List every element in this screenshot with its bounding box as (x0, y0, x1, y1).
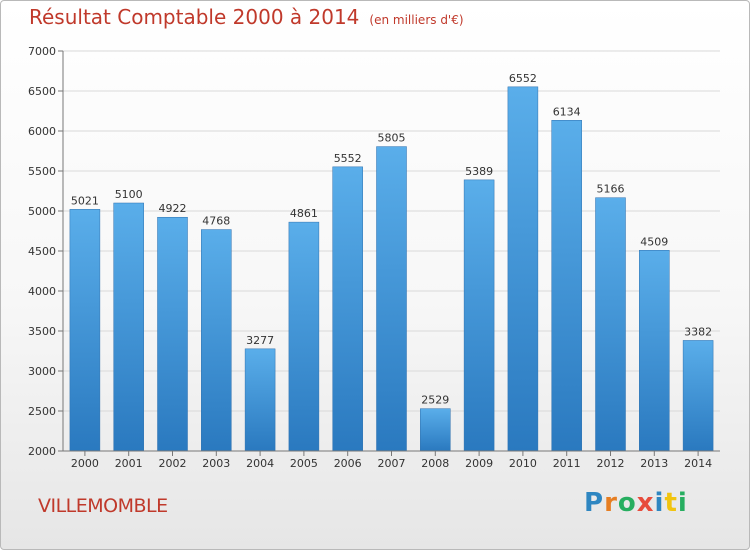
bar-2009 (463, 179, 495, 452)
data-label-2007: 5805 (378, 132, 406, 145)
bar-2006 (332, 166, 363, 452)
y-tick-label: 2000 (28, 445, 56, 458)
bar-2007 (376, 146, 407, 452)
x-tick-label: 2007 (378, 457, 406, 470)
x-tick-label: 2006 (334, 457, 362, 470)
logo-letter: o (617, 488, 637, 518)
x-tick-label: 2005 (290, 457, 318, 470)
bar-2002 (157, 216, 188, 452)
bar-2012 (595, 197, 626, 452)
y-tick-label: 3500 (28, 325, 56, 338)
y-tick-label: 6000 (28, 125, 56, 138)
x-tick-label: 2011 (553, 457, 581, 470)
bar-2014 (682, 340, 714, 452)
data-label-2006: 5552 (334, 152, 362, 165)
title-row: Résultat Comptable 2000 à 2014 (en millie… (29, 5, 464, 29)
data-label-2014: 3382 (684, 325, 712, 338)
y-tick-label: 7000 (28, 45, 56, 58)
y-tick-label: 5500 (28, 165, 56, 178)
bar-2013 (639, 250, 670, 452)
y-tick-label: 2500 (28, 405, 56, 418)
x-tick-label: 2003 (202, 457, 230, 470)
data-label-2001: 5100 (115, 188, 143, 201)
y-tick-label: 6500 (28, 85, 56, 98)
y-tick-label: 5000 (28, 205, 56, 218)
x-tick-label: 2004 (246, 457, 274, 470)
x-tick-label: 2009 (465, 457, 493, 470)
x-tick-label: 2001 (115, 457, 143, 470)
bar-2000 (69, 209, 101, 452)
data-label-2004: 3277 (246, 334, 274, 347)
x-tick-label: 2002 (159, 457, 187, 470)
x-tick-label: 2013 (640, 457, 668, 470)
data-label-2005: 4861 (290, 207, 318, 220)
bar-2005 (288, 221, 320, 452)
bar-2003 (201, 229, 232, 452)
data-label-2000: 5021 (71, 194, 99, 207)
data-label-2012: 5166 (597, 183, 625, 196)
bar-layer: 5021 5100 4922 4768 3277 4861 5552 5805 2529 5389… (69, 72, 714, 452)
data-label-2010: 6552 (509, 72, 537, 85)
chart-title: Résultat Comptable 2000 à 2014 (29, 5, 360, 29)
logo-letter: t (664, 488, 678, 518)
logo-letter: i (654, 488, 665, 518)
data-label-2011: 6134 (553, 105, 581, 118)
bar-2001 (113, 202, 144, 452)
x-tick-label: 2012 (597, 457, 625, 470)
x-tick-label: 2000 (71, 457, 99, 470)
x-tick-label: 2014 (684, 457, 712, 470)
bar-2004 (244, 348, 276, 452)
data-label-2013: 4509 (640, 235, 668, 248)
data-label-2008: 2529 (421, 394, 449, 407)
data-label-2009: 5389 (465, 165, 493, 178)
chart-subtitle: (en milliers d'€) (369, 13, 464, 27)
bar-2011 (551, 120, 582, 452)
data-label-2003: 4768 (202, 215, 230, 228)
x-tick-label: 2010 (509, 457, 537, 470)
x-tick-label: 2008 (421, 457, 449, 470)
axis-layer: 2000 2500 3000 3500 4000 4500 5000 5500 6000 6500… (28, 45, 720, 470)
logo-letter: i (677, 488, 688, 518)
data-label-2002: 4922 (159, 202, 187, 215)
y-tick-label: 4500 (28, 245, 56, 258)
logo-letter: x (636, 488, 655, 518)
location-label: VILLEMOMBLE (38, 495, 168, 517)
proxiti-logo: Proxiti (584, 488, 688, 518)
bar-2008 (420, 408, 451, 452)
y-tick-label: 3000 (28, 365, 56, 378)
y-tick-label: 4000 (28, 285, 56, 298)
bar-2010 (507, 86, 539, 452)
logo-letter: r (604, 488, 618, 518)
logo-letter: P (584, 488, 605, 518)
